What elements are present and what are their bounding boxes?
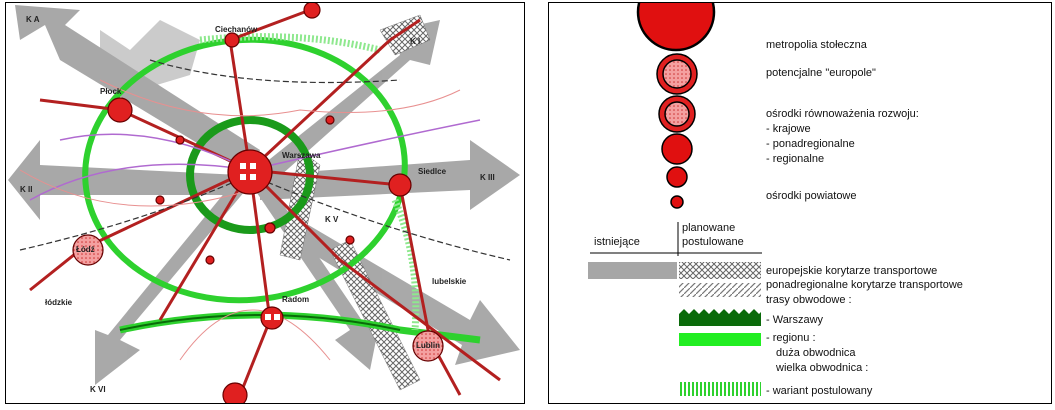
map-label: Siedlce: [418, 167, 447, 176]
map-label: Ciechanów: [215, 25, 258, 34]
legend-text: - ponadregionalne: [766, 138, 855, 150]
map-label: Łódź: [76, 245, 95, 254]
column-header: planowane: [682, 222, 735, 234]
column-header: postulowane: [682, 236, 744, 248]
map-label: Warszawa: [282, 151, 321, 160]
map-label: K V: [325, 215, 339, 224]
corridors: [8, 5, 520, 385]
legend-text: trasy obwodowe :: [766, 294, 852, 306]
map-label: K III: [480, 173, 495, 182]
map-label: K II: [20, 185, 32, 194]
legend-text: - regionalne: [766, 153, 824, 165]
map: K A K I K II K III K V K VI Łódź Lublin …: [6, 3, 524, 403]
map-label: Płock: [100, 87, 122, 96]
legend: metropolia stołeczna potencjalne "europo…: [588, 3, 963, 397]
legend-text: - regionu :: [766, 332, 816, 344]
column-header: istniejące: [594, 236, 640, 248]
legend-text: metropolia stołeczna: [766, 39, 868, 51]
map-frame: [5, 2, 525, 404]
legend-text: potencjalne "europole": [766, 67, 876, 79]
legend-text: ośrodki powiatowe: [766, 190, 857, 202]
legend-text: ośrodki równoważenia rozwoju:: [766, 108, 919, 120]
map-label: lubelskie: [432, 277, 467, 286]
legend-text: duża obwodnica: [776, 347, 856, 359]
map-label: łódzkie: [45, 298, 73, 307]
legend-text: - Warszawy: [766, 314, 824, 326]
legend-text: ponadregionalne korytarze transportowe: [766, 279, 963, 291]
legend-text: - wariant postulowany: [766, 385, 873, 397]
map-label: Radom: [282, 295, 309, 304]
map-label: K A: [26, 15, 40, 24]
legend-text: wielka obwodnica :: [775, 362, 868, 374]
map-label: K I: [410, 37, 420, 46]
legend-text: - krajowe: [766, 123, 811, 135]
legend-text: europejskie korytarze transportowe: [766, 265, 937, 277]
map-label: Lublin: [416, 341, 440, 350]
legend-frame: [548, 2, 1052, 404]
map-label: K VI: [90, 385, 106, 394]
